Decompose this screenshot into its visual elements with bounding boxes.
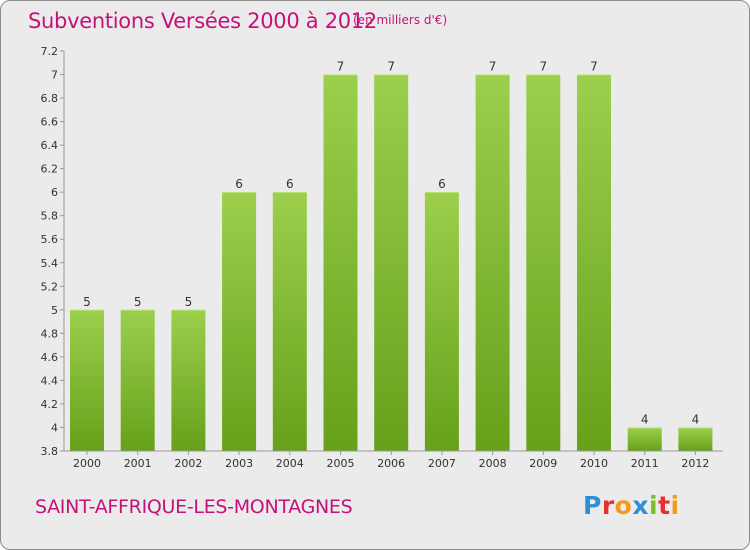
data-label: 5 xyxy=(134,295,142,309)
bar-2003 xyxy=(222,192,257,452)
y-tick-label: 5.2 xyxy=(41,280,59,293)
bar-2011 xyxy=(627,427,662,451)
x-tick-label: 2005 xyxy=(327,457,355,470)
x-tick-label: 2002 xyxy=(174,457,202,470)
y-tick-label: 7.2 xyxy=(41,45,59,58)
logo-letter: i xyxy=(670,491,680,520)
data-label: 6 xyxy=(286,177,294,191)
x-tick-label: 2001 xyxy=(124,457,152,470)
x-tick-label: 2009 xyxy=(529,457,557,470)
y-tick-label: 5 xyxy=(51,304,58,317)
y-tick-label: 4 xyxy=(51,421,58,434)
bar-2012 xyxy=(678,427,713,451)
data-label: 6 xyxy=(438,177,446,191)
chart-title: Subventions Versées 2000 à 2012 xyxy=(28,9,377,33)
data-label: 4 xyxy=(692,412,700,426)
logo-letter: r xyxy=(601,491,615,520)
x-tick-label: 2012 xyxy=(681,457,709,470)
bar-2005 xyxy=(323,74,358,451)
x-tick-label: 2008 xyxy=(479,457,507,470)
x-tick-label: 2003 xyxy=(225,457,253,470)
logo-letter: i xyxy=(649,491,659,520)
y-tick-label: 6.6 xyxy=(41,116,59,129)
y-tick-label: 6.2 xyxy=(41,163,59,176)
bar-2001 xyxy=(120,309,155,451)
x-tick-label: 2011 xyxy=(631,457,659,470)
y-tick-label: 4.6 xyxy=(41,351,59,364)
bar-2000 xyxy=(70,309,104,451)
x-tick-label: 2004 xyxy=(276,457,304,470)
y-tick-label: 5.8 xyxy=(41,210,59,223)
data-label: 7 xyxy=(387,60,395,74)
data-label: 6 xyxy=(235,177,243,191)
bar-2002 xyxy=(171,309,206,451)
y-tick-label: 6.4 xyxy=(41,139,59,152)
x-tick-label: 2006 xyxy=(377,457,405,470)
y-axis: 3.8 4 4.2 4.4 4.6 4.8 5 5.2 5.4 5.6 5.8 6 6.2 6.4 6.6 6… xyxy=(41,45,65,458)
commune-name: SAINT-AFFRIQUE-LES-MONTAGNES xyxy=(35,496,353,518)
bar-2010 xyxy=(577,74,611,451)
unit-label: (en milliers d'€) xyxy=(353,13,448,27)
bar-2007 xyxy=(424,192,459,452)
data-label: 5 xyxy=(83,295,91,309)
data-label: 4 xyxy=(641,412,649,426)
x-tick-label: 2010 xyxy=(580,457,608,470)
y-tick-label: 6.8 xyxy=(41,92,59,105)
data-label: 7 xyxy=(539,60,547,74)
logo-letter: t xyxy=(658,491,671,520)
data-label: 7 xyxy=(337,60,345,74)
bar-2006 xyxy=(374,74,409,451)
y-tick-label: 7 xyxy=(51,69,58,82)
bar-2008 xyxy=(475,74,510,451)
y-tick-label: 6 xyxy=(51,186,58,199)
x-tick-label: 2000 xyxy=(73,457,101,470)
data-label: 5 xyxy=(185,295,193,309)
x-tick-label: 2007 xyxy=(428,457,456,470)
bar-2009 xyxy=(526,74,561,451)
y-tick-label: 5.6 xyxy=(41,233,59,246)
data-label: 7 xyxy=(590,60,598,74)
y-tick-label: 4.2 xyxy=(41,398,59,411)
logo-letter: P xyxy=(583,491,602,520)
data-label: 7 xyxy=(489,60,497,74)
logo-letter: o xyxy=(614,491,633,520)
bar-2004 xyxy=(272,192,307,452)
proxiti-logo[interactable]: Proxiti xyxy=(583,491,680,520)
logo-letter: x xyxy=(632,491,649,520)
bars: 5 5 5 6 6 7 7 6 7 7 7 4 4 xyxy=(70,60,713,452)
y-tick-label: 4.8 xyxy=(41,327,59,340)
y-tick-label: 4.4 xyxy=(41,374,59,387)
x-axis: 2000 2001 2002 2003 2004 2005 2006 2007 2008 2009… xyxy=(64,450,723,470)
y-tick-label: 3.8 xyxy=(41,445,59,458)
y-tick-label: 5.4 xyxy=(41,257,59,270)
